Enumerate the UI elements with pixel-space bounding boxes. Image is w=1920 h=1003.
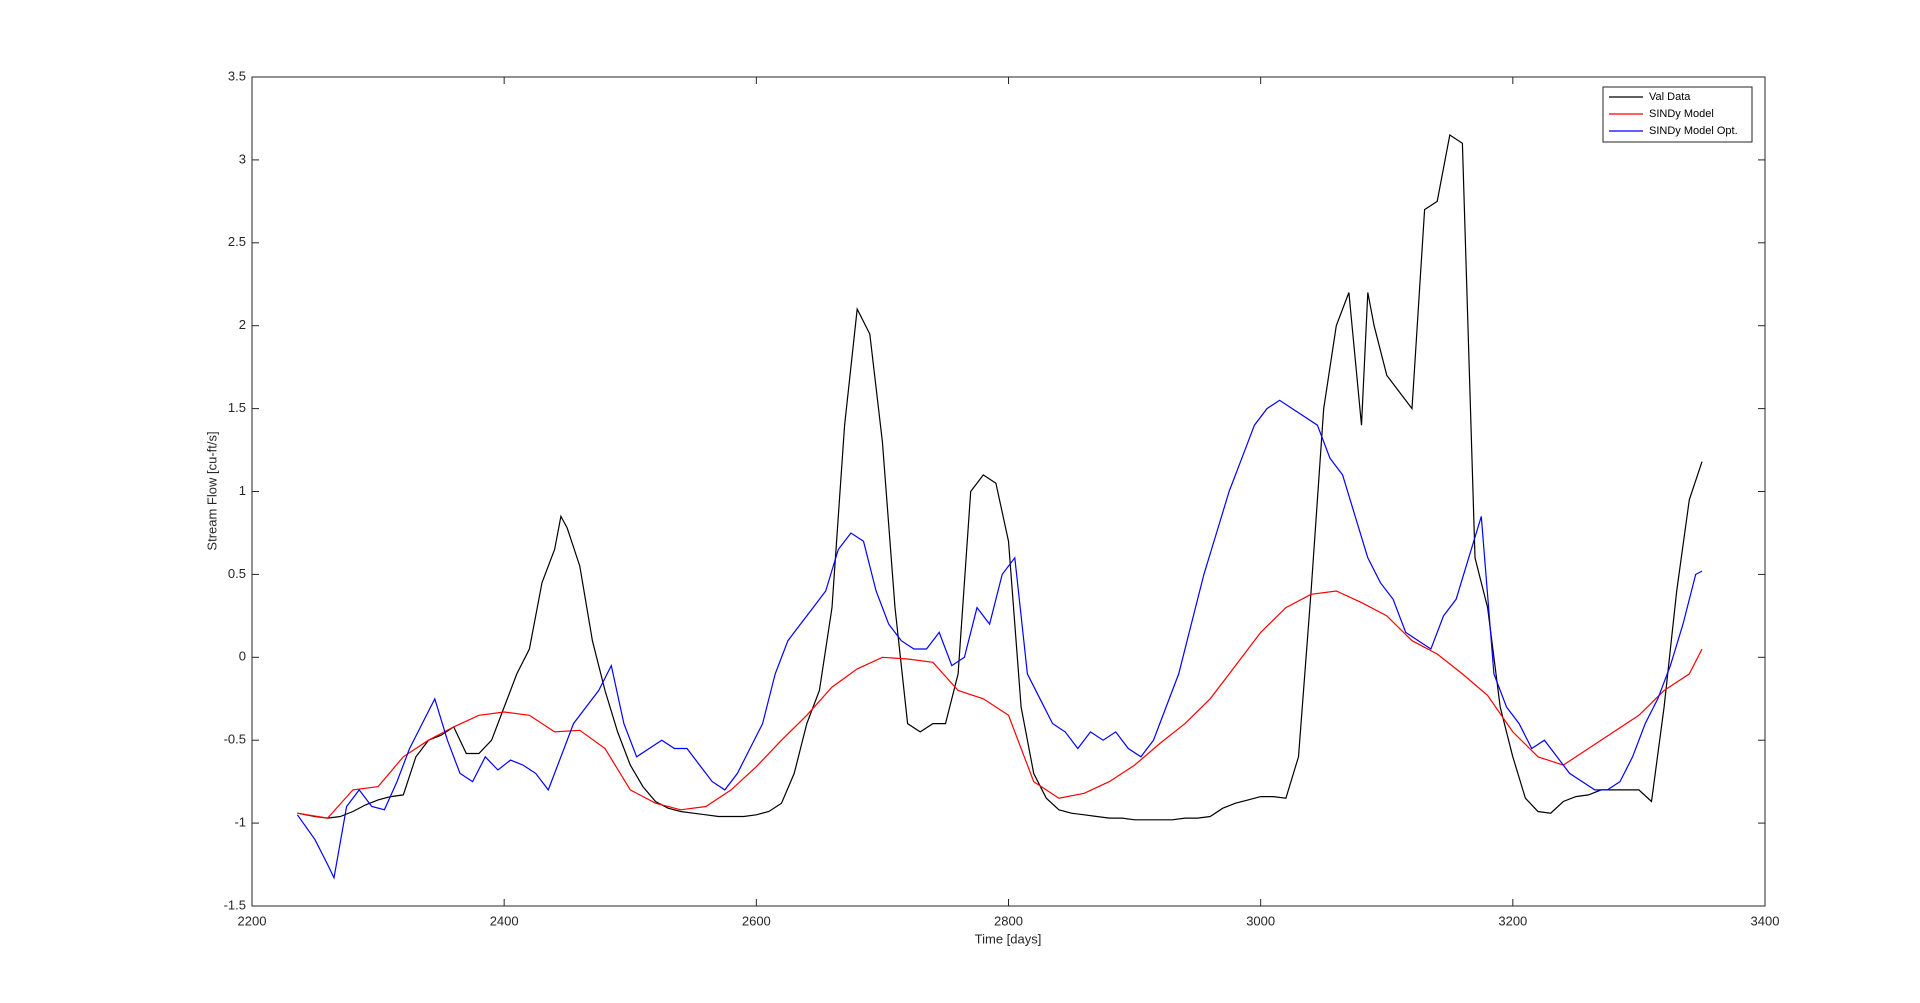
x-axis-label: Time [days] — [975, 931, 1042, 946]
y-tick-label: 0 — [239, 649, 246, 664]
x-tick-label: 3200 — [1498, 913, 1527, 928]
x-tick-label: 2200 — [238, 913, 267, 928]
y-tick-label: 0.5 — [228, 566, 246, 581]
y-tick-label: 2 — [239, 317, 246, 332]
x-tick-label: 2400 — [490, 913, 519, 928]
legend: Val Data SINDy Model SINDy Model Opt. — [1602, 86, 1753, 143]
legend-label: SINDy Model Opt. — [1649, 125, 1738, 137]
y-tick-label: 2.5 — [228, 234, 246, 249]
y-axis-label: Stream Flow [cu-ft/s] — [204, 431, 219, 550]
y-tick-label: 1.5 — [228, 400, 246, 415]
y-tick-label: 3 — [239, 151, 246, 166]
x-tick-label: 2600 — [742, 913, 771, 928]
series-line — [297, 590, 1703, 819]
y-tick-label: 3.5 — [228, 68, 246, 83]
y-tick-label: -1 — [234, 815, 246, 830]
series-line — [296, 399, 1703, 880]
y-tick-label: 1 — [239, 483, 246, 498]
y-tick-label: -0.5 — [224, 732, 246, 747]
legend-label: SINDy Model — [1649, 108, 1714, 120]
legend-label: Val Data — [1649, 91, 1691, 103]
y-tick-label: -1.5 — [224, 897, 246, 912]
x-tick-label: 3000 — [1246, 913, 1275, 928]
x-tick-label: 3400 — [1751, 913, 1780, 928]
plot-frame — [251, 76, 1766, 907]
x-tick-label: 2800 — [994, 913, 1023, 928]
series-line — [297, 134, 1703, 821]
